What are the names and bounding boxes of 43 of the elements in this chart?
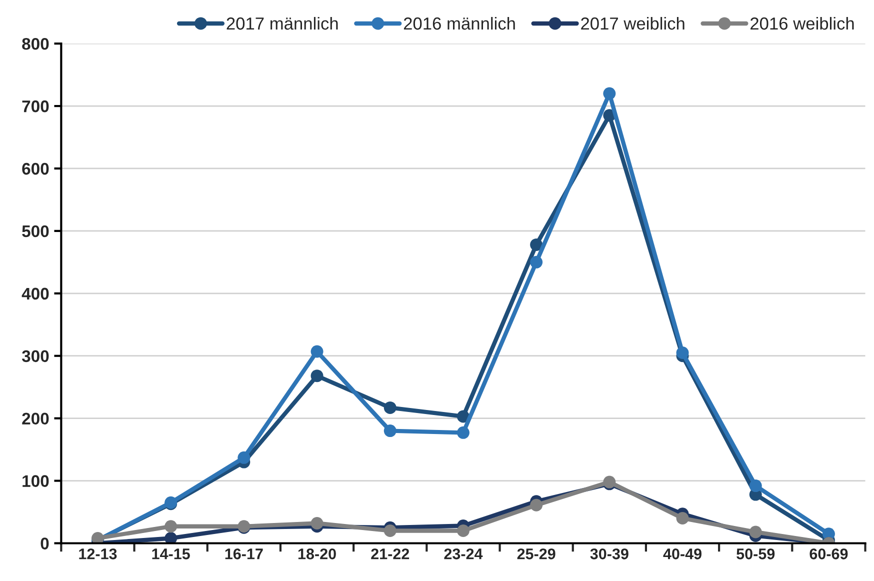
x-tick-label: 40-49 [663,548,702,560]
point [676,512,689,524]
x-tick-label: 16-17 [225,548,263,560]
point [676,346,689,359]
legend-label: 2016 männlich [404,16,515,30]
x-tick-label: 12-13 [79,548,117,560]
point [456,524,470,537]
y-tick-label: 100 [22,475,49,487]
x-tick-label: 14-15 [152,548,190,560]
point [749,480,762,492]
point [384,401,396,414]
point [456,426,470,439]
point [238,451,250,464]
x-tick-label: 18-20 [298,548,336,560]
x-tick-label: 60-69 [810,548,848,560]
legend-label: 2016 weiblich [750,16,854,30]
point [310,517,324,530]
y-tick-label: 700 [22,100,49,112]
y-tick-label: 600 [22,162,49,175]
y-tick-label: 500 [22,225,49,238]
point [530,238,543,251]
point [164,520,178,533]
x-tick-label: 23-24 [444,548,483,560]
legend-label: 2017 männlich [226,16,338,30]
point [530,498,543,512]
point [164,532,178,544]
y-tick-label: 0 [40,538,49,550]
legend-label: 2017 weiblich [581,16,684,30]
y-tick-label: 800 [22,38,49,50]
point [603,87,616,100]
point [310,345,324,358]
y-tick-label: 300 [22,350,49,362]
y-tick-label: 200 [22,412,49,425]
x-tick-label: 50-59 [736,548,775,560]
x-tick-label: 30-39 [590,548,628,560]
point [310,370,324,382]
x-tick-label: 21-22 [371,548,410,560]
point [749,526,762,538]
y-tick-label: 400 [22,288,49,300]
point [384,524,396,537]
point [530,256,543,268]
point [384,424,396,438]
x-tick-label: 25-29 [517,548,556,560]
